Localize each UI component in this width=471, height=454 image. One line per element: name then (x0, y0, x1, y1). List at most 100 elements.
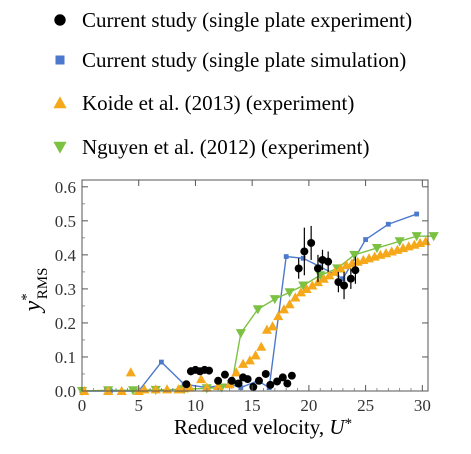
data-point (267, 321, 278, 331)
data-point (307, 238, 316, 247)
x-tick-label: 25 (357, 396, 374, 415)
legend-marker-2 (55, 55, 65, 65)
y-axis-title: y*RMS (19, 268, 51, 314)
data-point (238, 358, 249, 368)
data-point (284, 299, 295, 309)
data-point (300, 255, 306, 261)
data-point (283, 254, 289, 259)
data-point (411, 232, 422, 242)
data-point (252, 305, 263, 315)
data-point (351, 266, 360, 275)
data-point (234, 379, 243, 388)
x-tick-label: 10 (187, 396, 204, 415)
data-point (298, 281, 309, 291)
legend: Current study (single plate experiment) C… (53, 8, 412, 159)
data-point (301, 283, 312, 293)
data-point (295, 287, 307, 297)
y-tick-label: 0.2 (55, 314, 76, 333)
data-point (349, 250, 360, 260)
data-point (335, 263, 346, 273)
data-point (300, 247, 309, 256)
data-point (227, 376, 236, 385)
data-point (346, 274, 355, 283)
data-point (249, 382, 258, 391)
data-point (244, 355, 255, 365)
data-point (284, 288, 295, 298)
data-point (243, 375, 252, 384)
data-point (261, 324, 272, 334)
data-point (220, 370, 229, 379)
data-point (150, 384, 161, 394)
data-point (371, 244, 383, 254)
y-tick-label: 0.3 (55, 280, 76, 299)
legend-marker-4 (53, 141, 67, 154)
data-point (266, 380, 275, 389)
data-point (79, 385, 90, 396)
data-point (287, 371, 296, 380)
data-point (414, 211, 420, 217)
data-point (290, 292, 301, 302)
y-tick-label: 0.1 (55, 348, 76, 367)
data-point (340, 281, 349, 290)
axes: 0 5 10 15 20 25 30 0.0 0.1 0.2 0.3 0.4 0.5 0.6 Reduced… (19, 178, 431, 439)
data-point (273, 311, 284, 321)
legend-label-2: Current study (single plate simulation) (82, 48, 406, 72)
x-axis-title: Reduced velocity, U* (174, 415, 352, 439)
data-point (184, 382, 195, 392)
series-line-4 (81, 235, 434, 392)
data-point (385, 221, 391, 227)
x-tick-label: 30 (414, 396, 431, 415)
data-point (235, 329, 246, 339)
legend-marker-3 (53, 96, 67, 109)
data-point (324, 257, 333, 266)
plot-frame (81, 179, 429, 392)
data-point (182, 380, 191, 389)
data-point (205, 366, 214, 375)
data-point (116, 385, 127, 396)
data-point (278, 373, 287, 382)
data-point (261, 369, 270, 378)
data-point (213, 380, 224, 390)
data-point (324, 270, 335, 280)
data-point (201, 382, 212, 392)
legend-label-4: Nguyen et al. (2012) (experiment) (82, 135, 369, 159)
data-point (269, 295, 280, 305)
data-point (307, 280, 318, 290)
data-point (196, 374, 207, 384)
data-point (159, 359, 164, 365)
y-tick-label: 0.4 (55, 246, 77, 265)
x-tick-label: 20 (300, 396, 317, 415)
y-tick-label: 0.5 (55, 212, 76, 231)
data-point (273, 377, 282, 386)
data-point (238, 385, 244, 390)
data-point (420, 236, 431, 246)
data-point (250, 350, 261, 360)
legend-label-3: Koide et al. (2013) (experiment) (82, 91, 354, 115)
data-point (329, 266, 341, 276)
y-tick-label: 0.0 (55, 382, 76, 401)
data-point (162, 384, 173, 394)
x-tick-label: 0 (78, 396, 87, 415)
data-point (254, 376, 263, 385)
data-point (256, 341, 267, 351)
data-point (283, 379, 292, 388)
data-point (125, 367, 136, 377)
legend-label-1: Current study (single plate experiment) (82, 8, 412, 32)
data-point (340, 276, 346, 282)
x-tick-label: 5 (134, 396, 143, 415)
data-point (363, 237, 369, 242)
x-tick-label: 15 (244, 396, 261, 415)
plot-area (76, 211, 439, 397)
data-point (278, 304, 289, 314)
data-point (428, 232, 439, 242)
data-point (231, 367, 242, 377)
data-point (318, 273, 329, 283)
data-point (214, 376, 223, 385)
data-point (394, 237, 405, 247)
y-tick-label: 0.6 (55, 178, 76, 197)
data-point (313, 264, 322, 273)
data-point (103, 385, 114, 396)
legend-marker-1 (54, 14, 66, 26)
